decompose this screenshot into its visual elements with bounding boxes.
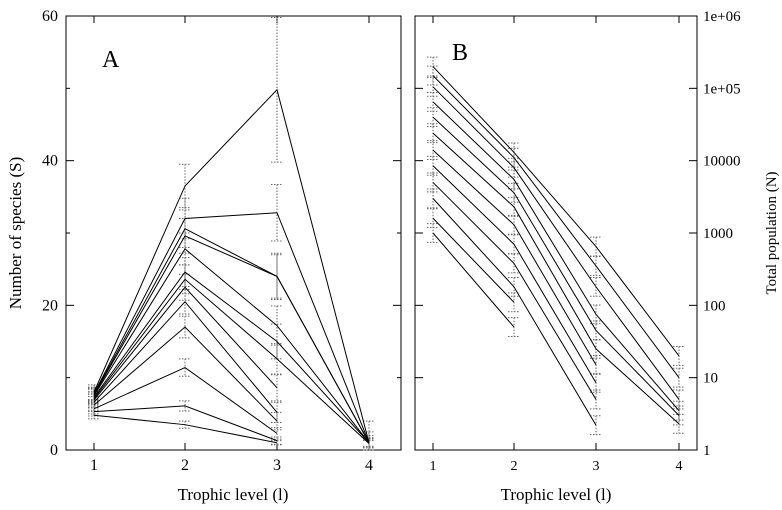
panel-b-x-tick-label: 4 (676, 459, 683, 474)
panel-a-series-line-6 (93, 286, 278, 401)
panel-a-x-tick-label: 3 (273, 457, 281, 474)
panel-a-y-tick-label: 60 (42, 8, 58, 25)
panel-a-y-tick-label: 40 (42, 153, 58, 170)
panel-b-series-line-4 (432, 182, 597, 400)
panel-b-x-tick-label: 2 (511, 459, 518, 474)
panel-b-series-line-6 (432, 149, 597, 366)
panel-b-label: B (452, 40, 468, 66)
panel-a-series-line-7 (93, 278, 370, 444)
panel-a-y-axis-label: Number of species (S) (6, 157, 25, 310)
panel-b-series-line-5 (432, 165, 597, 384)
panel-a-series-line-3 (93, 366, 278, 434)
panel-b-series-line-8 (432, 116, 680, 416)
panel-a-series-line-4 (93, 326, 278, 422)
panel-b-y-tick-label: 10000 (703, 154, 741, 170)
panel-b-x-tick-label: 3 (593, 459, 600, 474)
panel-a-series-line-5 (93, 300, 278, 413)
panel-a-label: A (102, 47, 120, 73)
panel-b-y-tick-label: 1e+05 (703, 81, 741, 97)
panel-b-x-axis-label: Trophic level (l) (501, 485, 612, 504)
panel-a-series-line-1 (93, 414, 278, 444)
panel-b-series-line-1 (432, 232, 515, 328)
panel-b-series-line-3 (432, 198, 597, 426)
panel-b-y-tick-label: 1e+06 (703, 9, 741, 25)
panel-b-series-line-2 (432, 217, 515, 303)
panel-a-series-line-9 (93, 248, 370, 444)
panel-a-x-tick-label: 4 (365, 457, 373, 474)
panel-a-x-tick-label: 2 (181, 457, 189, 474)
panel-b-series-line-9 (432, 101, 680, 411)
panel-b-frame (414, 15, 698, 451)
panel-b-x-tick-label: 1 (430, 459, 437, 474)
panel-a-frame (65, 15, 402, 451)
panel-a-y-tick-label: 0 (50, 442, 58, 459)
panel-a-x-axis-label: Trophic level (l) (178, 485, 289, 504)
panel-b-y-tick-label: 1000 (703, 226, 733, 242)
panel-b-series-line-11 (432, 75, 680, 378)
panel-b-y-axis-label: Total population (N) (764, 171, 780, 294)
panel-a-series-line-2 (93, 405, 278, 442)
panel-a-x-tick-label: 1 (90, 457, 98, 474)
panel-a-y-tick-label: 20 (42, 297, 58, 314)
panel-b-y-tick-label: 1 (703, 443, 711, 459)
panel-a-series-line-12 (93, 212, 370, 443)
panel-b-series-line-7 (432, 132, 680, 425)
panel-a-series-line-11 (93, 227, 370, 444)
panel-b-y-tick-label: 10 (703, 371, 718, 387)
panel-b-y-tick-label: 100 (703, 298, 726, 314)
panel-b-series-line-10 (432, 86, 680, 400)
panel-a-series-line-8 (93, 271, 370, 444)
panel-b-series-line-12 (432, 66, 680, 357)
panel-a-series-line-13 (93, 88, 370, 443)
panel-b: 1 2 3 4 1 10 100 1000 10000 1e+05 1e+06 B Trophic … (414, 9, 780, 504)
